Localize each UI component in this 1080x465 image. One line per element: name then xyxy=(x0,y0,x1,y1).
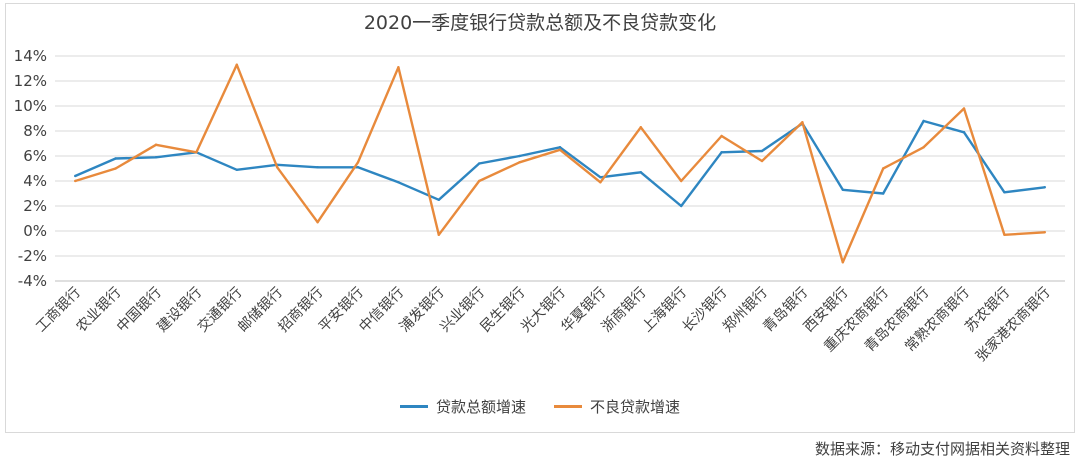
data-point-total-loans xyxy=(962,131,966,134)
data-point-total-loans xyxy=(356,166,360,169)
data-point-npl xyxy=(882,167,885,170)
data-point-npl xyxy=(841,261,844,264)
data-point-total-loans xyxy=(235,168,238,171)
data-point-total-loans xyxy=(478,162,481,165)
data-point-total-loans xyxy=(316,166,319,169)
data-point-total-loans xyxy=(518,154,521,158)
data-point-npl xyxy=(276,166,279,169)
y-tick-label: 6% xyxy=(23,147,47,165)
legend: 贷款总额增速 不良贷款增速 xyxy=(0,396,1080,417)
data-point-total-loans xyxy=(437,198,440,201)
data-point-npl xyxy=(74,179,77,183)
data-point-total-loans xyxy=(680,204,683,208)
data-point-total-loans xyxy=(922,119,925,123)
data-point-npl xyxy=(1043,231,1047,234)
data-point-npl xyxy=(437,233,440,236)
y-tick-label: 4% xyxy=(23,172,47,190)
series-line-total-loans xyxy=(74,119,1045,208)
y-tick-label: 12% xyxy=(14,72,47,90)
y-tick-label: 0% xyxy=(23,222,47,240)
chart-title: 2020一季度银行贷款总额及不良贷款变化 xyxy=(363,12,717,34)
data-point-npl xyxy=(680,179,683,183)
data-point-npl xyxy=(114,167,117,170)
data-point-npl xyxy=(397,66,400,69)
data-point-total-loans xyxy=(599,176,602,179)
data-point-npl xyxy=(760,159,764,163)
data-point-total-loans xyxy=(1043,186,1047,189)
data-point-npl xyxy=(195,151,198,154)
legend-swatch-npl xyxy=(554,405,582,408)
data-point-total-loans xyxy=(639,171,642,174)
data-point-npl xyxy=(235,63,238,66)
legend-swatch-total-loans xyxy=(399,405,428,408)
chart-frame xyxy=(5,3,1075,433)
y-tick-label: 2% xyxy=(23,197,47,215)
legend-item-total-loans: 贷款总额增速 xyxy=(399,396,526,417)
y-tick-label: -4% xyxy=(18,272,47,290)
y-tick-label: 14% xyxy=(14,47,47,65)
data-point-npl xyxy=(316,221,319,224)
data-point-total-loans xyxy=(1003,191,1006,194)
legend-label-total-loans: 贷款总额增速 xyxy=(435,398,526,416)
data-point-total-loans xyxy=(154,156,158,159)
data-point-npl xyxy=(478,179,481,183)
data-point-total-loans xyxy=(882,192,885,195)
data-point-npl xyxy=(356,161,360,164)
y-tick-label: 8% xyxy=(23,122,47,140)
data-point-total-loans xyxy=(841,188,844,191)
data-point-npl xyxy=(639,126,642,129)
data-source-note: 数据来源：移动支付网据相关资料整理 xyxy=(814,440,1070,458)
data-point-npl xyxy=(720,134,723,138)
data-point-total-loans xyxy=(558,146,562,149)
data-point-total-loans xyxy=(760,149,764,153)
data-point-npl xyxy=(558,148,562,151)
legend-item-npl: 不良贷款增速 xyxy=(554,396,680,417)
data-point-npl xyxy=(922,146,925,149)
y-tick-label: -2% xyxy=(18,247,47,265)
data-point-npl xyxy=(1003,233,1006,236)
data-point-total-loans xyxy=(720,151,723,154)
data-point-npl xyxy=(801,121,804,124)
data-point-total-loans xyxy=(397,181,400,184)
data-point-npl xyxy=(154,143,158,146)
y-tick-label: 10% xyxy=(14,97,47,115)
legend-label-npl: 不良贷款增速 xyxy=(590,398,681,416)
data-point-total-loans xyxy=(74,174,77,178)
data-point-npl xyxy=(599,181,602,184)
data-point-total-loans xyxy=(114,157,117,160)
data-point-npl xyxy=(962,107,966,110)
data-point-npl xyxy=(518,161,521,164)
